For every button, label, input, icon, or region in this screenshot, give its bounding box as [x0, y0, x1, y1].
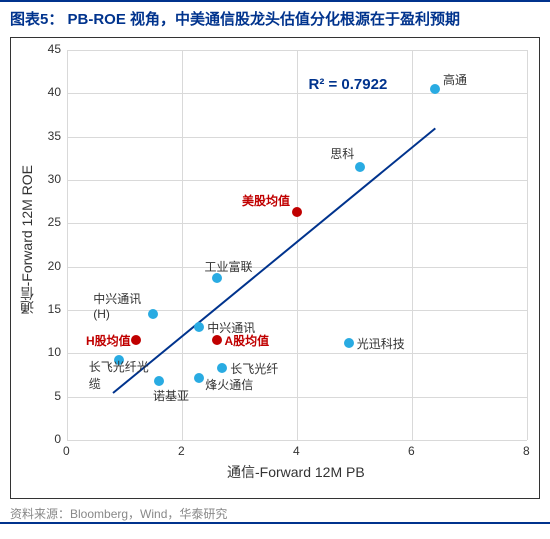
data-point [430, 84, 440, 94]
point-label: H股均值 [86, 332, 131, 349]
point-label: 思科 [330, 145, 354, 162]
chart-area: 0 2 4 6 8 0 5 10 15 20 25 30 35 40 45 通信-Forward 12M PB… [10, 37, 540, 499]
data-point [194, 322, 204, 332]
mean-point [131, 335, 141, 345]
source-text: 资料来源：Bloomberg，Wind，华泰研究 [0, 503, 550, 524]
gridline-h [67, 50, 527, 51]
r-squared-label: R² = 0.7922 [309, 76, 388, 93]
y-tick-label: 15 [48, 302, 61, 316]
gridline-h [67, 353, 527, 354]
point-label: 长飞光纤 [230, 360, 278, 377]
point-label: 高通 [443, 71, 467, 88]
data-point [154, 376, 164, 386]
gridline-h [67, 267, 527, 268]
chart-title: 图表5： PB-ROE 视角，中美通信股龙头估值分化根源在于盈利预期 [0, 0, 550, 33]
y-tick-label: 25 [48, 215, 61, 229]
point-label: 中兴通讯 (H) [93, 290, 141, 321]
chart-container: 图表5： PB-ROE 视角，中美通信股龙头估值分化根源在于盈利预期 0 2 4 6 8… [0, 0, 550, 539]
y-tick-label: 20 [48, 259, 61, 273]
x-tick-label: 8 [523, 444, 530, 458]
y-tick-label: 45 [48, 42, 61, 56]
gridline-h [67, 93, 527, 94]
gridline-v [412, 50, 413, 440]
point-label: 光迅科技 [357, 335, 405, 352]
gridline-v [182, 50, 183, 440]
y-tick-label: 0 [54, 432, 61, 446]
gridline-v [297, 50, 298, 440]
gridline-h [67, 180, 527, 181]
gridline-v [527, 50, 528, 440]
data-point [217, 363, 227, 373]
gridline-v [67, 50, 68, 440]
x-tick-label: 6 [408, 444, 415, 458]
point-label: 诺基亚 [153, 387, 189, 404]
point-label: 工业富联 [205, 258, 253, 275]
x-tick-label: 4 [293, 444, 300, 458]
data-point [355, 162, 365, 172]
mean-point [212, 335, 222, 345]
y-tick-label: 30 [48, 172, 61, 186]
y-tick-label: 35 [48, 129, 61, 143]
x-axis-title: 通信-Forward 12M PB [227, 462, 365, 482]
point-label: 长飞光纤光 缆 [89, 358, 149, 392]
gridline-h [67, 397, 527, 398]
point-label: 美股均值 [242, 192, 290, 209]
data-point [194, 373, 204, 383]
x-tick-label: 0 [63, 444, 70, 458]
y-tick-label: 10 [48, 345, 61, 359]
y-tick-label: 5 [54, 389, 61, 403]
data-point [344, 338, 354, 348]
data-point [148, 309, 158, 319]
gridline-h [67, 440, 527, 441]
y-axis-title: 通信-Forward 12M ROE [17, 165, 37, 314]
mean-point [292, 207, 302, 217]
point-label: A股均值 [225, 332, 270, 349]
y-tick-label: 40 [48, 85, 61, 99]
x-tick-label: 2 [178, 444, 185, 458]
point-label: 烽火通信 [205, 376, 253, 393]
gridline-h [67, 223, 527, 224]
gridline-h [67, 137, 527, 138]
